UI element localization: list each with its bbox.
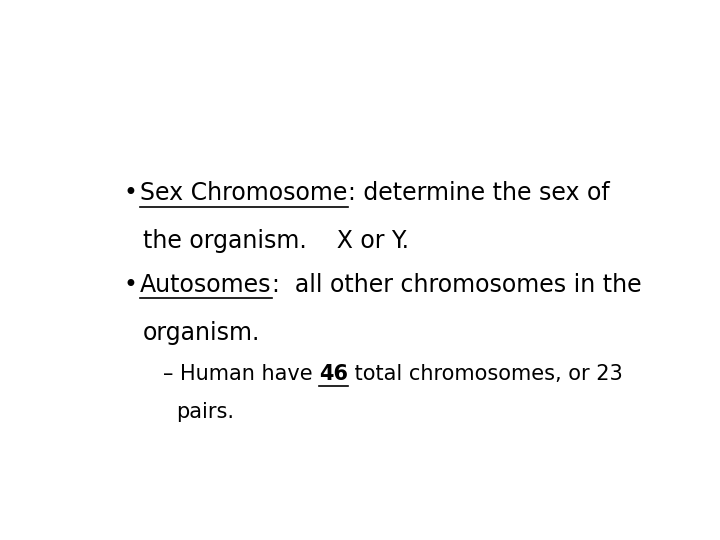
Text: Sex Chromosome: Sex Chromosome bbox=[140, 181, 348, 205]
Text: total chromosomes, or 23: total chromosomes, or 23 bbox=[348, 364, 623, 384]
Text: the organism.    X or Y.: the organism. X or Y. bbox=[143, 229, 409, 253]
Text: Autosomes: Autosomes bbox=[140, 273, 271, 296]
Text: – Human have: – Human have bbox=[163, 364, 319, 384]
Text: pairs.: pairs. bbox=[176, 402, 235, 422]
Text: :  all other chromosomes in the: : all other chromosomes in the bbox=[271, 273, 642, 296]
Text: •: • bbox=[124, 273, 138, 296]
Text: 46: 46 bbox=[319, 364, 348, 384]
Text: •: • bbox=[124, 181, 138, 205]
Text: : determine the sex of: : determine the sex of bbox=[348, 181, 609, 205]
Text: organism.: organism. bbox=[143, 321, 261, 345]
